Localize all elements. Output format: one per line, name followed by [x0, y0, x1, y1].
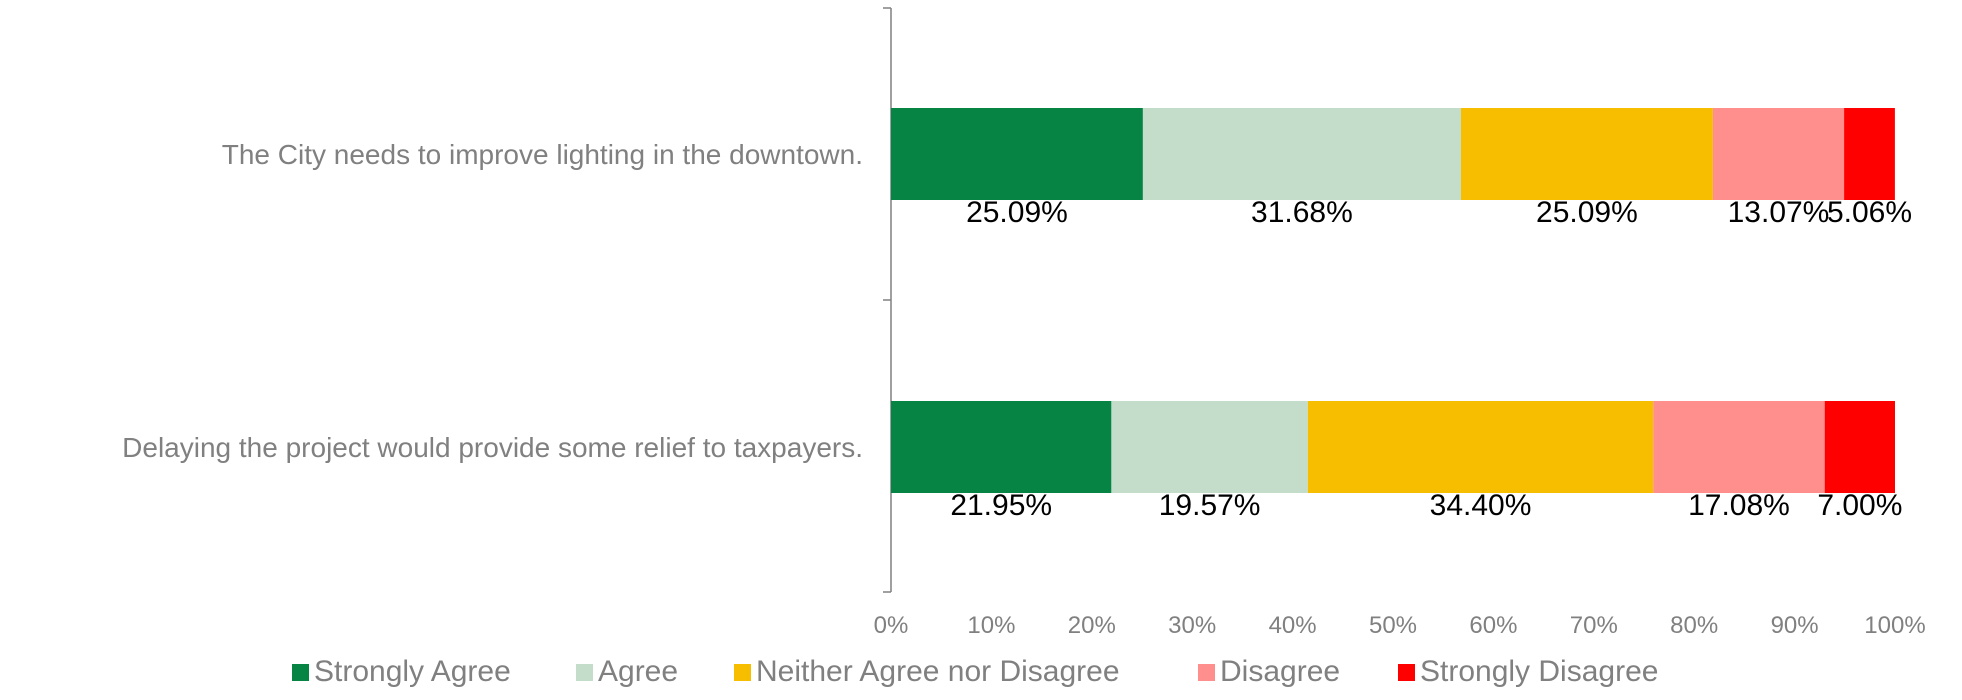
data-label: 19.57%: [1159, 489, 1261, 522]
legend-label: Strongly Agree: [314, 655, 511, 688]
x-tick-label: 90%: [1771, 612, 1819, 639]
x-tick-label: 60%: [1469, 612, 1517, 639]
category-label: Delaying the project would provide some …: [122, 432, 863, 463]
legend-label: Agree: [598, 655, 678, 688]
legend-label: Neither Agree nor Disagree: [756, 655, 1120, 688]
category-label: The City needs to improve lighting in th…: [222, 139, 863, 170]
bar-segment: [891, 108, 1143, 200]
bar-segment: [1712, 108, 1845, 200]
bar-segment: [1844, 108, 1895, 200]
x-tick-label: 10%: [967, 612, 1015, 639]
data-label: 34.40%: [1430, 489, 1532, 522]
legend-swatch: [292, 664, 309, 681]
bar-segment: [1653, 401, 1825, 493]
data-label: 25.09%: [1536, 196, 1638, 229]
bar-segment: [891, 401, 1112, 493]
legend-swatch: [734, 664, 751, 681]
bar-segment: [1460, 108, 1713, 200]
legend-label: Strongly Disagree: [1420, 655, 1658, 688]
data-label: 31.68%: [1251, 196, 1353, 229]
bar-segment: [1142, 108, 1461, 200]
bar-segment: [1824, 401, 1895, 493]
x-tick-label: 80%: [1670, 612, 1718, 639]
bar-segment: [1111, 401, 1308, 493]
data-label: 21.95%: [950, 489, 1052, 522]
x-tick-label: 70%: [1570, 612, 1618, 639]
x-tick-label: 40%: [1269, 612, 1317, 639]
x-tick-label: 50%: [1369, 612, 1417, 639]
x-tick-label: 100%: [1864, 612, 1925, 639]
legend-label: Disagree: [1220, 655, 1340, 688]
legend-swatch: [1198, 664, 1215, 681]
x-tick-label: 20%: [1068, 612, 1116, 639]
legend-swatch: [576, 664, 593, 681]
x-tick-label: 30%: [1168, 612, 1216, 639]
data-label: 25.09%: [966, 196, 1068, 229]
legend-swatch: [1398, 664, 1415, 681]
bar-segment: [1307, 401, 1654, 493]
x-tick-label: 0%: [874, 612, 909, 639]
data-label: 13.07%: [1728, 196, 1830, 229]
data-label: 7.00%: [1817, 489, 1902, 522]
data-label: 17.08%: [1688, 489, 1790, 522]
data-label: 5.06%: [1827, 196, 1912, 229]
